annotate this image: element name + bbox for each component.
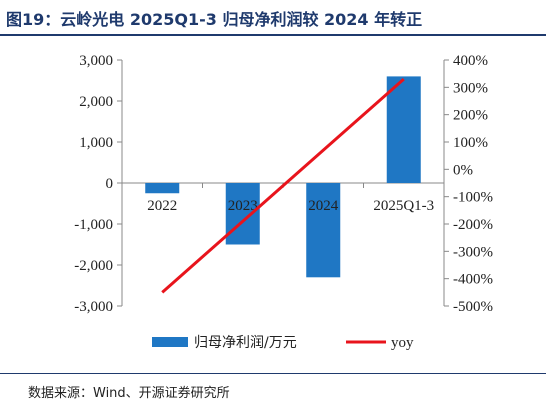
right-tick-label: -200% — [453, 217, 493, 233]
legend-bar-swatch — [152, 337, 188, 347]
left-tick-label: 3,000 — [79, 53, 113, 69]
legend-line-label: yoy — [391, 335, 414, 351]
right-tick-label: 0% — [453, 162, 473, 178]
category-label: 2022 — [147, 198, 177, 214]
category-label: 2024 — [308, 198, 339, 214]
right-tick-label: 200% — [453, 108, 488, 124]
chart-title: 图19：云岭光电 2025Q1-3 归母净利润较 2024 年转正 — [6, 10, 423, 29]
combo-chart: -3,000 -2,000 -1,000 0 1,000 2,000 3,000 -500% -… — [74, 53, 493, 351]
left-tick-label: 2,000 — [79, 94, 113, 110]
bar-2024 — [306, 183, 341, 278]
right-tick-label: -100% — [453, 190, 493, 206]
right-tick-label: 300% — [453, 80, 488, 96]
yoy-line — [161, 78, 405, 294]
left-tick-label: -1,000 — [74, 217, 113, 233]
source-bar: 数据来源：Wind、开源证券研究所 — [0, 373, 546, 406]
bar-2022 — [145, 183, 180, 194]
bar-2023 — [225, 183, 260, 245]
left-tick-label: 1,000 — [79, 135, 113, 151]
right-tick-label: 100% — [453, 135, 488, 151]
left-tick-label: -2,000 — [74, 258, 113, 274]
right-tick-label: 400% — [453, 53, 488, 69]
category-label: 2023 — [228, 198, 258, 214]
left-tick-label: -3,000 — [74, 299, 113, 315]
category-label: 2025Q1-3 — [373, 198, 434, 214]
right-tick-label: -400% — [453, 272, 493, 288]
source-note: 数据来源：Wind、开源证券研究所 — [28, 386, 230, 401]
bar-2025Q1-3 — [386, 76, 421, 183]
title-bar: 图19：云岭光电 2025Q1-3 归母净利润较 2024 年转正 — [0, 0, 546, 36]
right-tick-label: -500% — [453, 299, 493, 315]
left-tick-label: 0 — [106, 176, 114, 192]
right-tick-label: -300% — [453, 244, 493, 260]
legend-bar-label: 归母净利润/万元 — [194, 334, 297, 351]
